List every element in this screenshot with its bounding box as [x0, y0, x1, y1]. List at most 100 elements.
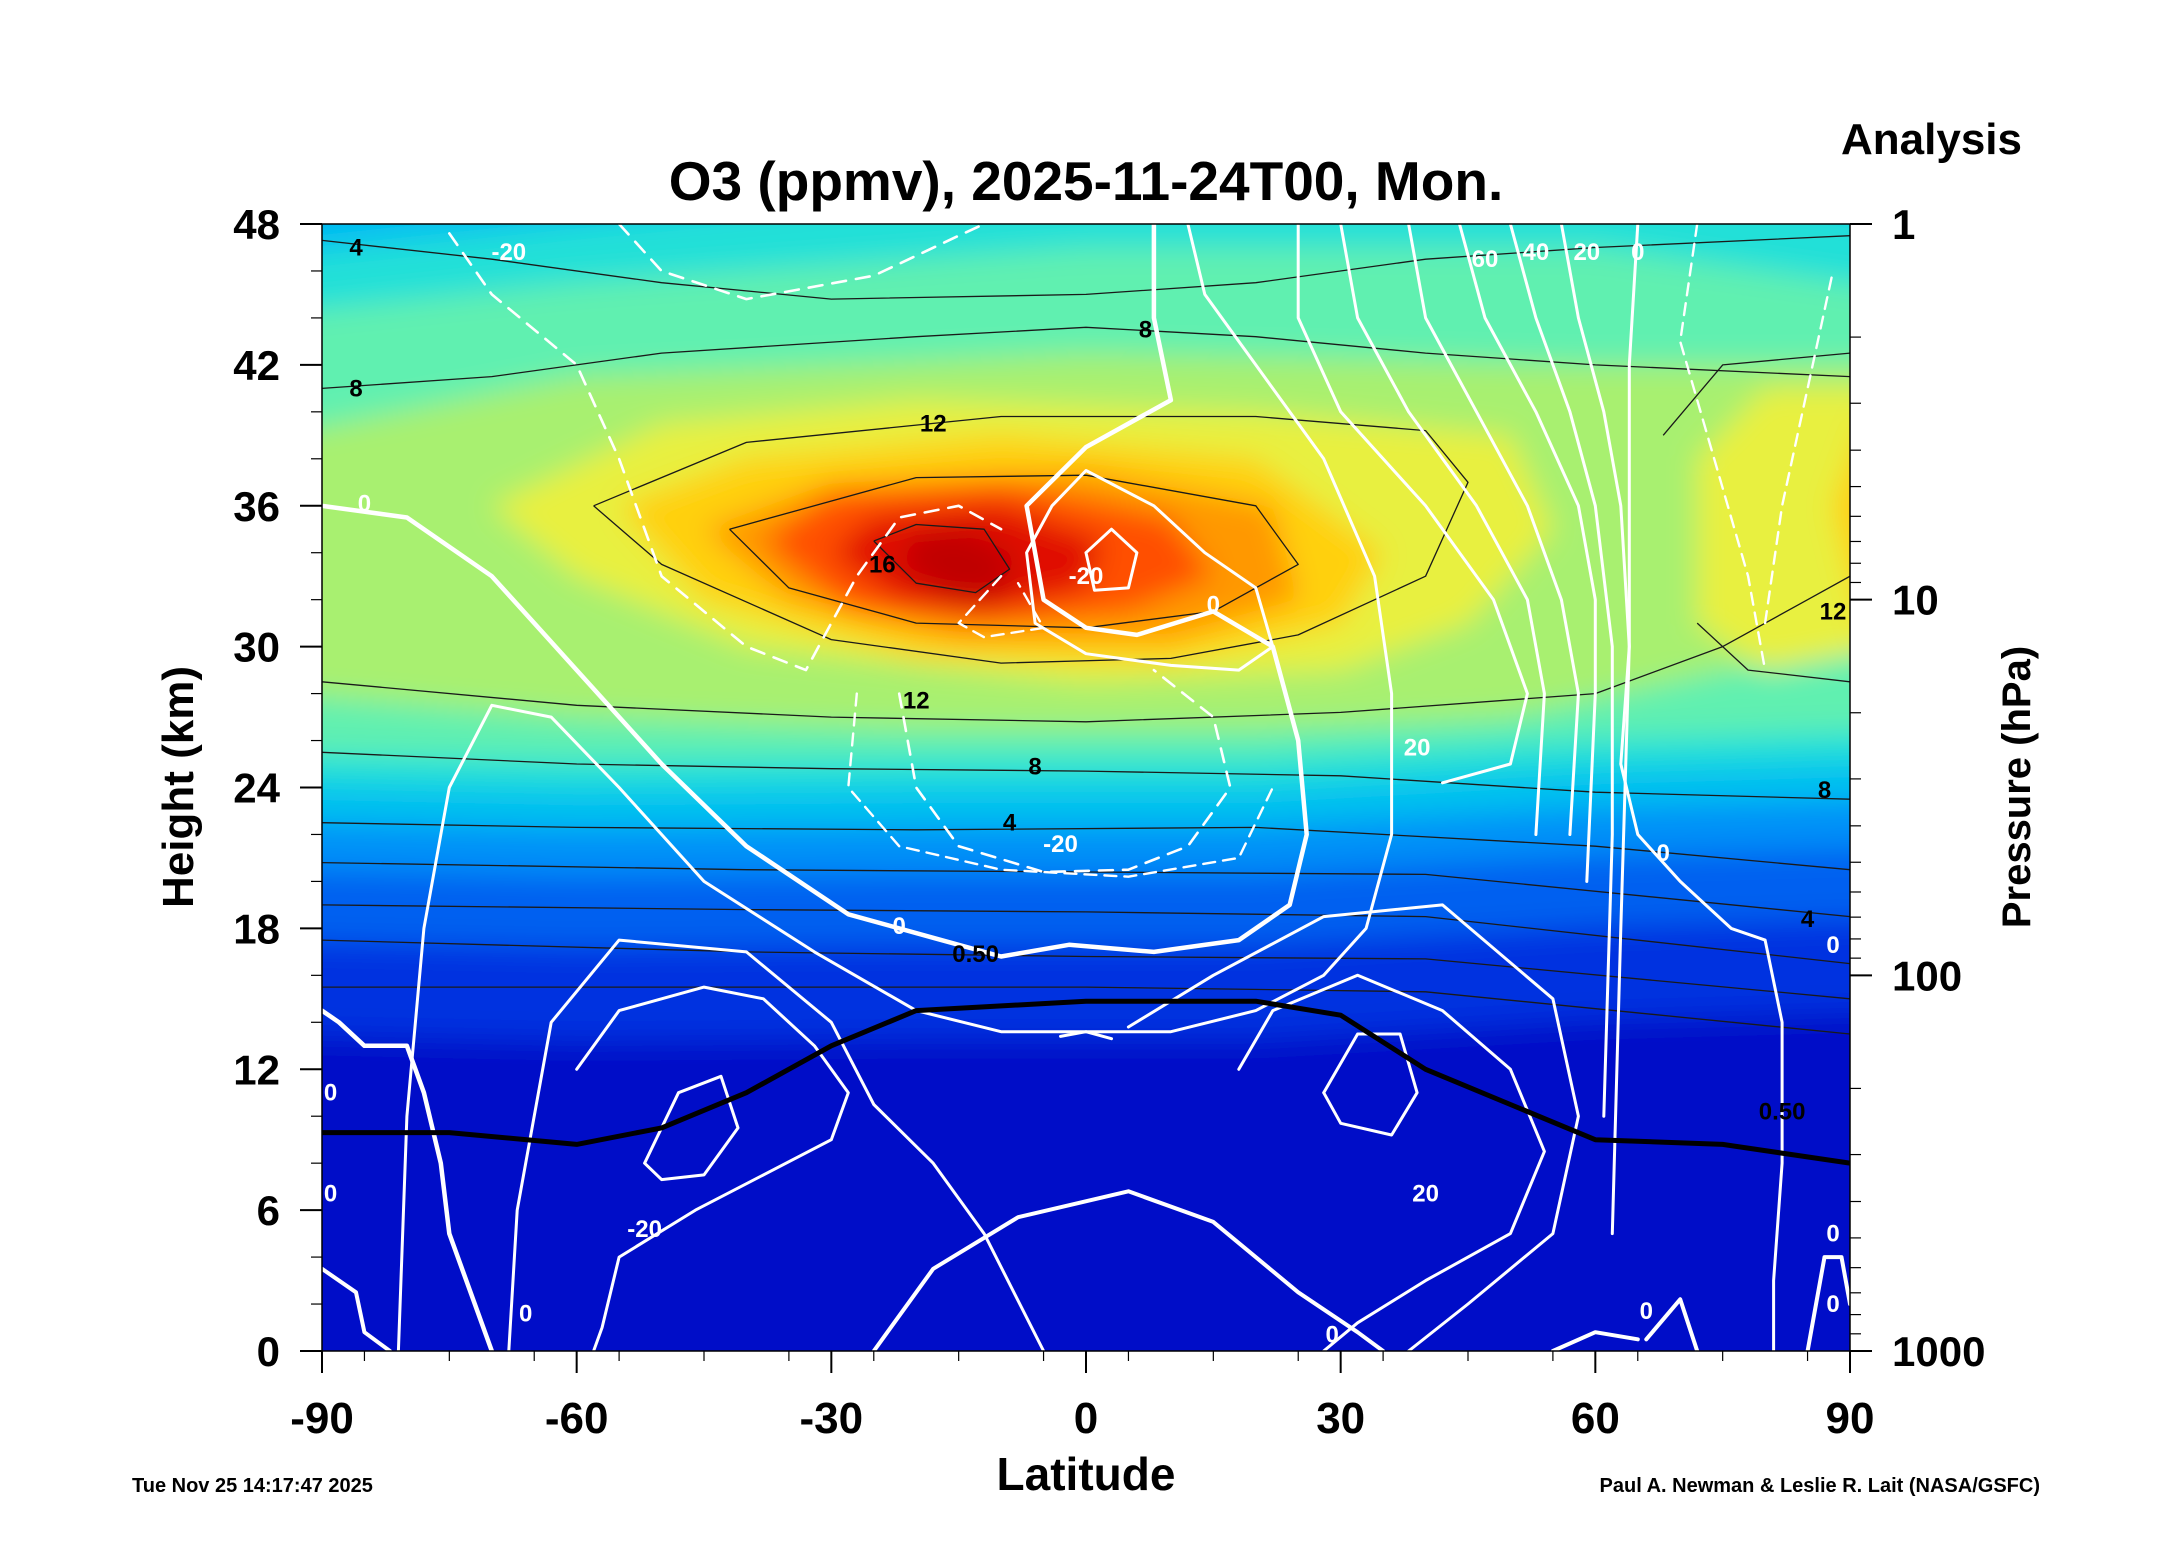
chart-title: O3 (ppmv), 2025-11-24T00, Mon.	[669, 150, 1503, 212]
ozone-contour-9	[322, 904, 1850, 965]
wind-contour-label-16: 0	[1640, 1298, 1653, 1325]
wind-small	[1059, 1030, 1113, 1041]
wind-contour-label-0: -20	[491, 239, 526, 266]
wind-zero-south	[322, 224, 1309, 959]
ozone-contour-label-7: 4	[1003, 810, 1017, 837]
wind-contour-label-11: 0	[1657, 840, 1670, 867]
x-tick-label-1: -60	[545, 1394, 609, 1443]
wind-60	[1407, 224, 1580, 836]
wind-contour-label-13: 20	[1412, 1181, 1439, 1208]
ozone-contour-label-2: 8	[1139, 317, 1152, 344]
x-axis: -90 -60 -30 0 30 60 90	[290, 1351, 1874, 1443]
ozone-contour-6	[322, 751, 1850, 800]
wind-zero-north	[1619, 224, 1784, 1351]
tropopause-line	[322, 998, 1850, 1166]
p-tick-label-3: 1000	[1892, 1328, 1985, 1375]
wind-zero-sw2	[322, 1266, 392, 1351]
analysis-label: Analysis	[1841, 115, 2022, 164]
y-axis-height: 0 6 12 18 24 30 36 42 48	[233, 201, 322, 1375]
ozone-contour-10	[322, 939, 1850, 1000]
x-tick-label-3: 0	[1074, 1394, 1098, 1443]
wind-contours	[322, 224, 1850, 1351]
y-axis-pressure: 1 10 100 1000	[1850, 201, 1985, 1375]
ozone-contour-12	[1696, 622, 1850, 683]
wind-zero-b2	[1550, 1330, 1640, 1351]
footer-timestamp: Tue Nov 25 14:17:47 2025	[132, 1475, 373, 1497]
wind-zero-se	[1805, 1255, 1850, 1351]
ozone-contour-13	[1662, 352, 1850, 436]
ozone-contour-1	[322, 326, 1850, 390]
ozone-contour-label-4: 16	[869, 551, 896, 578]
wind-m20-south	[448, 232, 1003, 672]
wind-zero-b3	[1644, 1297, 1700, 1351]
wind-contour-label-10: 0	[893, 913, 906, 940]
ozone-contour-label-6: 8	[1028, 753, 1041, 780]
wind-120	[1559, 224, 1631, 1236]
ozone-contour-label-5: 12	[903, 688, 930, 715]
y-tick-label-0: 0	[257, 1328, 280, 1375]
x-tick-label-0: -90	[290, 1394, 354, 1443]
wind-zero-bottom	[871, 1189, 1386, 1351]
tropopause-curve	[322, 998, 1850, 1166]
x-tick-label-2: -30	[800, 1394, 864, 1443]
ozone-contour-label-12: 0.50	[1759, 1099, 1806, 1126]
ozone-color-field	[322, 224, 1850, 1351]
y-axis-label: Height (km)	[154, 666, 203, 908]
ozone-contour-7	[322, 822, 1850, 871]
x-tick-label-4: 30	[1316, 1394, 1365, 1443]
wind-0-sh	[507, 938, 1046, 1351]
ozone-contour-4	[873, 523, 1011, 594]
y-tick-label-4: 24	[233, 765, 280, 812]
wind-40	[1339, 224, 1546, 836]
wind-contour-label-1: 0	[358, 490, 371, 517]
wind-40-nh-jet	[1322, 1032, 1419, 1137]
y-tick-label-7: 42	[233, 342, 280, 389]
p-tick-label-0: 1	[1892, 201, 1915, 248]
ozone-contour-label-1: 8	[349, 375, 362, 402]
ozone-contour-0	[322, 235, 1850, 300]
wind-m20-mid	[897, 668, 1232, 874]
ozone-contour-2	[593, 415, 1469, 664]
wind-20-core	[1084, 527, 1139, 592]
field-cap-2	[322, 224, 1850, 310]
wind-contour-label-8: 20	[1404, 735, 1431, 762]
footer-credit: Paul A. Newman & Leslie R. Lait (NASA/GS…	[1600, 1475, 2040, 1497]
wind-contour-label-9: -20	[1043, 831, 1078, 858]
wind-contour-label-5: 40	[1523, 239, 1550, 266]
wind-contour-label-15: 0	[1326, 1322, 1339, 1349]
wind-m20-north2	[1763, 269, 1835, 625]
wind-contour-label-21: 0	[1826, 1291, 1839, 1318]
p-tick-label-1: 10	[1892, 577, 1939, 624]
wind-100	[1508, 224, 1614, 1118]
ozone-contour-label-3: 12	[920, 411, 947, 438]
wind-m20-top	[617, 224, 986, 301]
y-tick-label-1: 6	[257, 1187, 280, 1234]
wind-20-north	[1296, 224, 1529, 785]
wind-80	[1458, 224, 1597, 883]
wind-contour-label-7: 0	[1631, 239, 1644, 266]
ozone-contour-5	[322, 575, 1850, 723]
wind-contour-label-12: -20	[627, 1216, 662, 1243]
field-body-3	[1697, 388, 1850, 671]
field-cap-3	[322, 224, 577, 251]
wind-contour-label-17: 0	[324, 1080, 337, 1107]
y-tick-label-5: 30	[233, 624, 280, 671]
contour-labels: 4 8 8 12 16 12 8 4 12 8 4 0.50 0.50 -20 0 -20 0 60 40 20 0 20…	[324, 235, 1847, 1349]
wind-contour-label-4: 60	[1472, 246, 1499, 273]
ozone-contour-label-8: 12	[1820, 598, 1847, 625]
p-tick-label-2: 100	[1892, 952, 1962, 999]
wind-zero-sw	[322, 1008, 495, 1351]
wind-0-nh	[1126, 903, 1580, 1351]
ozone-contour-label-11: 0.50	[952, 941, 999, 968]
wind-contour-label-14: 0	[519, 1300, 532, 1327]
wind-40-sh-jet	[643, 1074, 740, 1182]
field-body-5	[1833, 458, 1850, 577]
wind-contour-label-20: 0	[1826, 1221, 1839, 1248]
wind-m20-north	[1679, 224, 1767, 672]
y2-axis-label: Pressure (hPa)	[1995, 646, 2039, 928]
field-body-9	[899, 529, 1019, 600]
x-tick-label-5: 60	[1571, 1394, 1620, 1443]
ozone-contour-label-9: 8	[1818, 777, 1831, 804]
wind-contour-label-6: 20	[1573, 239, 1600, 266]
